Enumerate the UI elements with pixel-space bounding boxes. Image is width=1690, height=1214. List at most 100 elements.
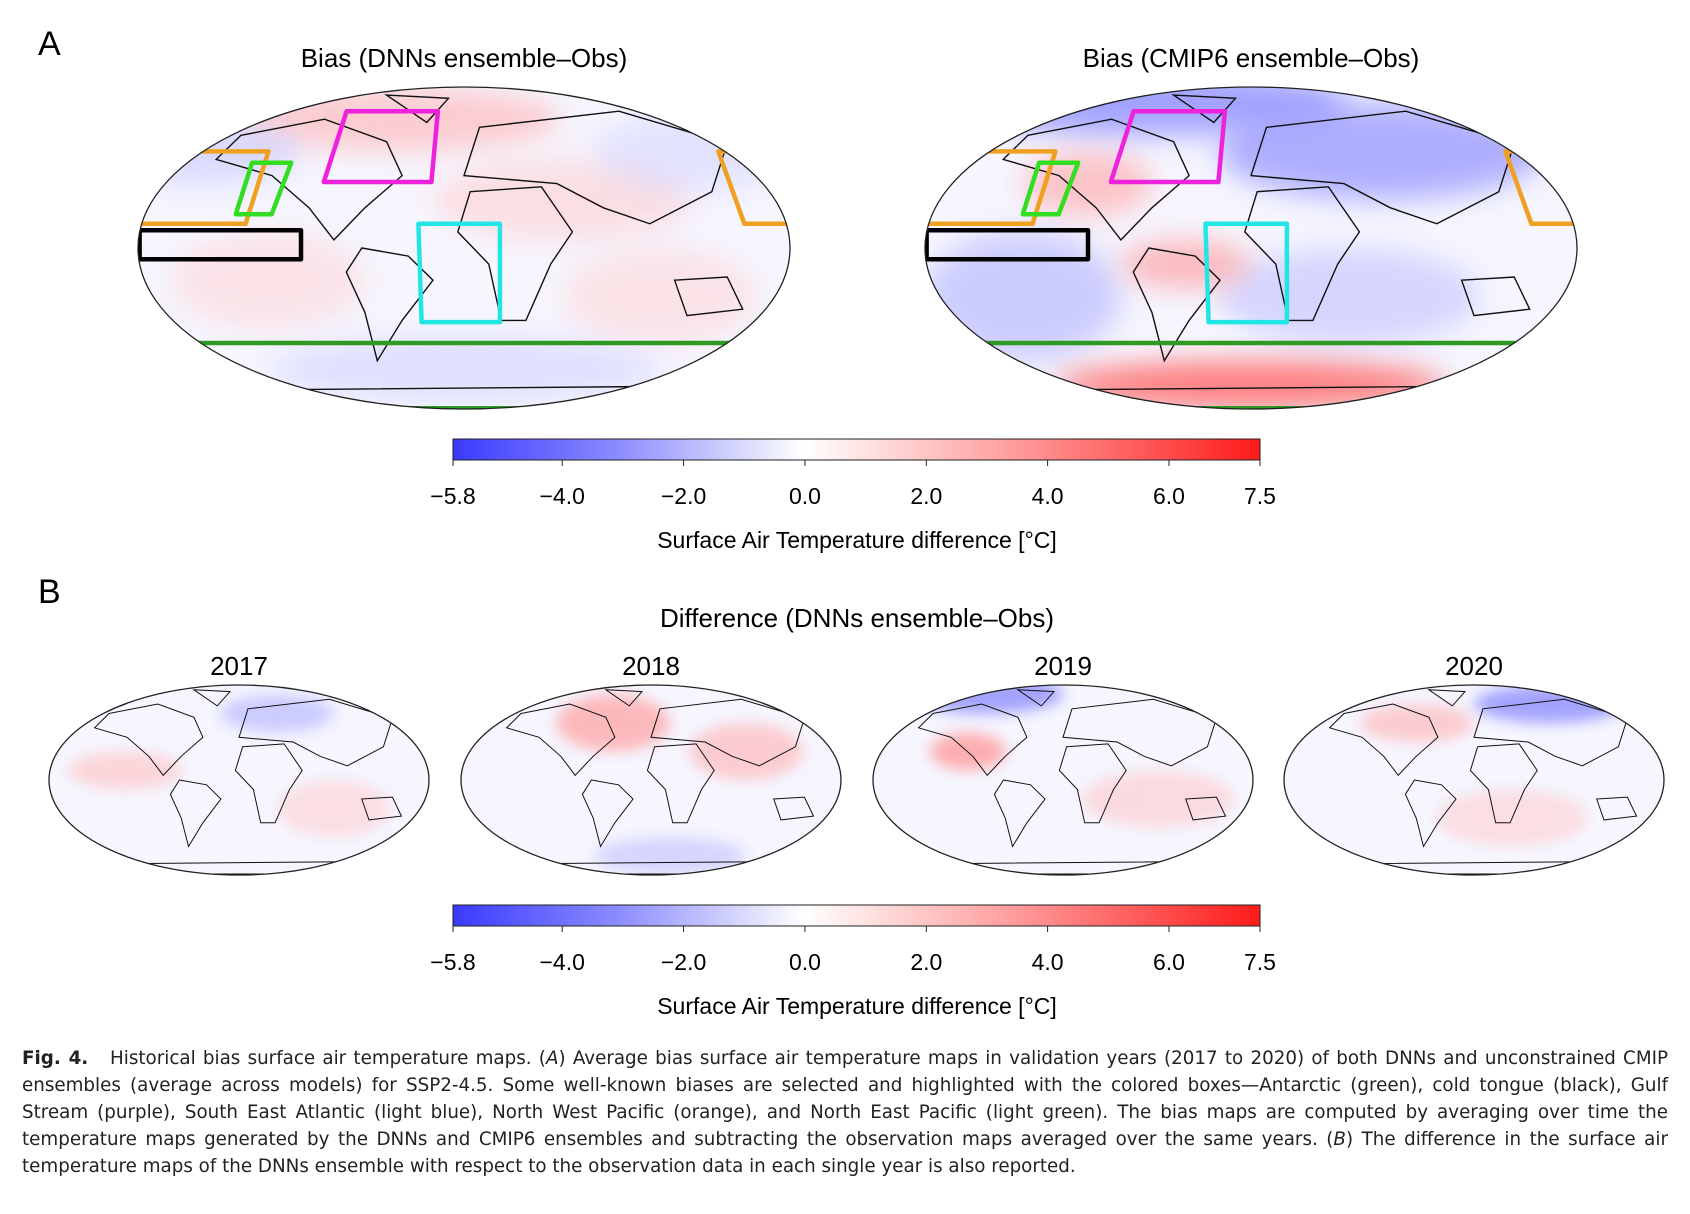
colorbar-tick-label: 6.0 [1153,483,1185,509]
bias-field [220,694,334,733]
coastline [1062,698,1218,767]
coastline [457,186,574,322]
map-border [924,86,1578,410]
colorbar-tick-label: −5.8 [430,483,475,509]
coastline [1460,276,1531,317]
colorbar-tick-label: 7.5 [1244,483,1276,509]
coastline [1596,796,1638,821]
coastline [361,796,403,821]
map-border [137,86,791,410]
coastline [1001,118,1190,241]
panel-label: B [38,573,61,611]
map [873,685,1253,875]
colorbar-tick-label: 0.0 [789,483,821,509]
bias-box [1203,221,1290,325]
coastline [650,698,806,767]
map-border [460,684,842,876]
coastline [604,689,644,707]
coastline [1469,743,1538,824]
coastline [1132,247,1221,363]
map-border [872,684,1254,876]
bias-box [416,221,503,325]
colorbar-tick-label: 7.5 [1244,949,1276,975]
bias-box [925,228,1091,262]
caption-label: Fig. 4. [22,1048,89,1069]
bias-field [561,247,758,345]
year-label: 2018 [622,651,680,681]
map [138,87,790,409]
colorbar-tick-label: 4.0 [1032,949,1064,975]
coastline [1404,779,1457,848]
map-border [1283,684,1665,876]
coastline [581,779,634,848]
map [49,685,429,875]
colorbar [452,438,1261,461]
coastline [1244,186,1361,322]
caption-text: ) Average bias surface air temperature m… [22,1048,1669,1150]
map [461,685,841,875]
bias-box [233,160,294,217]
coastline [917,703,1028,777]
coastline [169,779,222,848]
panel-label: A [38,25,61,63]
colorbar-label: Surface Air Temperature difference [°C] [657,527,1057,553]
colorbar [452,904,1261,927]
colorbar-tick-label: −2.0 [661,949,706,975]
bias-field [925,231,1121,361]
bias-field [1022,151,1154,216]
year-label: 2020 [1445,651,1503,681]
colorbar-tick-label: −4.0 [539,483,584,509]
coastline [773,796,815,821]
panel-title: Difference (DNNs ensemble–Obs) [660,603,1054,633]
bias-box [1020,160,1081,217]
coastline [214,118,403,241]
caption-text: ) The difference in the surface air temp… [22,1129,1668,1177]
map-title: Bias (DNNs ensemble–Obs) [301,43,628,73]
coastline [1250,110,1516,225]
bias-field [1082,770,1234,828]
bias-box [321,108,441,185]
colorbar-tick-label: −2.0 [661,483,706,509]
bias-field [277,780,391,837]
bias-box [1108,108,1228,185]
bias-field [68,751,182,790]
coastline [192,689,232,707]
coastline [993,779,1046,848]
year-label: 2019 [1034,651,1092,681]
map [925,87,1577,409]
bias-field [594,837,746,875]
bias-field [1218,247,1480,345]
bias-field [556,694,670,752]
coastline [646,743,715,824]
coastline [1328,703,1439,777]
caption-text: Historical bias surface air temperature … [110,1048,546,1069]
coastline [93,703,204,777]
coastline [1473,698,1629,767]
coastline [673,276,744,317]
bias-field [170,231,367,329]
bias-box [138,228,304,262]
bias-field [1055,360,1447,409]
colorbar-tick-label: 6.0 [1153,949,1185,975]
coastline [345,247,434,363]
bias-field [1218,103,1545,200]
colorbar-tick-label: −5.8 [430,949,475,975]
coastline [1058,743,1127,824]
figure: A Bias (DNNs ensemble–Obs) Bias (CMIP6 e… [38,25,1665,1019]
caption: Fig. 4. Historical bias surface air temp… [22,1045,1668,1180]
coastline [1185,796,1227,821]
colorbar-tick-label: −4.0 [539,949,584,975]
coastline [1016,689,1056,707]
bias-field [911,685,1063,714]
coastline [1427,689,1467,707]
colorbar-tick-label: 2.0 [910,483,942,509]
colorbar-label: Surface Air Temperature difference [°C] [657,993,1057,1019]
bias-field [1474,685,1626,723]
coastline [505,703,616,777]
coastline [463,110,729,225]
coastline [238,698,394,767]
bias-field [268,336,660,401]
bias-box [138,149,271,227]
colorbar-tick-label: 4.0 [1032,483,1064,509]
